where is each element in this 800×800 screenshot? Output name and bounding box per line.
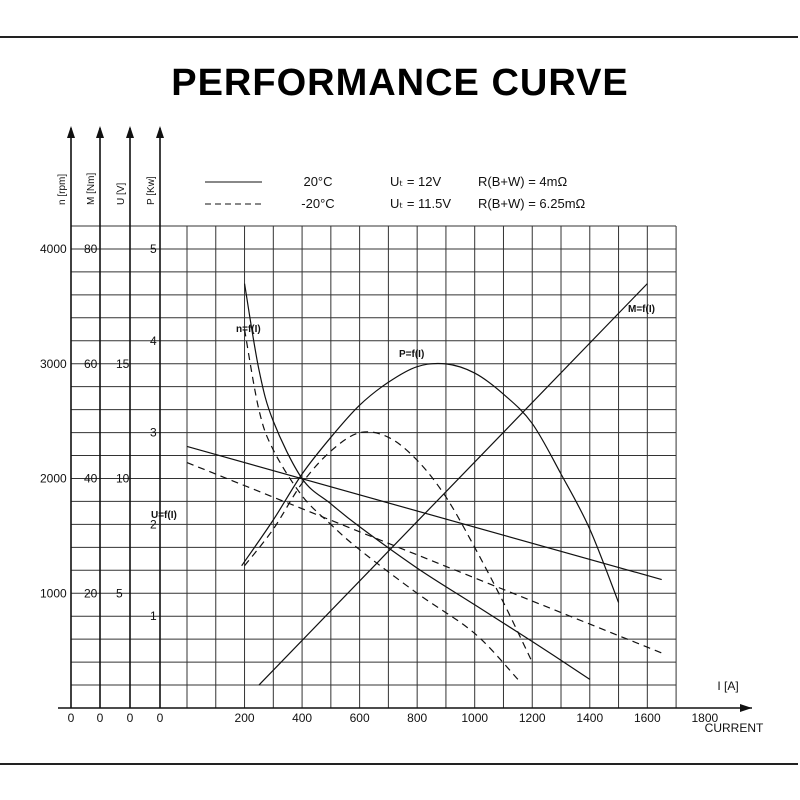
x-tick-label: 1000 xyxy=(461,711,488,725)
x-axis-arrow xyxy=(740,704,752,712)
legend-temp: 20°C xyxy=(303,174,332,189)
x-tick-label: 1200 xyxy=(519,711,546,725)
y-axis-label: n [rpm] xyxy=(57,174,68,205)
y-tick-label: 3 xyxy=(150,426,157,440)
series-line xyxy=(258,283,648,686)
series-line xyxy=(243,329,519,680)
series-line xyxy=(244,431,533,663)
y-axis-arrow xyxy=(156,126,164,138)
page-title: PERFORMANCE CURVE xyxy=(171,62,629,104)
chart-labels: n [rpm] M [Nm] U [V] P [Kw]4000300020001000… xyxy=(40,173,764,735)
y-axis-arrow xyxy=(126,126,134,138)
y-tick-label: 1 xyxy=(150,609,157,623)
y-axis-label: P [Kw] xyxy=(146,176,157,205)
x-tick-label: 200 xyxy=(235,711,255,725)
curve-annotation: M=f(I) xyxy=(628,304,655,315)
y-tick-label: 80 xyxy=(84,242,98,256)
x-tick-label: 1800 xyxy=(692,711,719,725)
x-tick-label: 0 xyxy=(68,711,75,725)
legend-temp: -20°C xyxy=(301,196,334,211)
series-line xyxy=(186,461,662,654)
y-tick-label: 5 xyxy=(116,586,123,600)
legend-voltage: Uₜ = 12V xyxy=(390,174,441,189)
y-tick-label: 3000 xyxy=(40,357,67,371)
series-line xyxy=(241,362,620,603)
y-tick-label: 15 xyxy=(116,357,130,371)
y-axis-arrow xyxy=(67,126,75,138)
y-tick-label: 1000 xyxy=(40,586,67,600)
legend-resistance: R(B+W) = 6.25mΩ xyxy=(478,196,586,211)
y-axis-label: M [Nm] xyxy=(86,173,97,205)
y-tick-label: 40 xyxy=(84,472,98,486)
curve-annotation: n=f(I) xyxy=(236,324,261,335)
x-tick-label: 400 xyxy=(292,711,312,725)
series-line xyxy=(243,283,591,680)
x-tick-label: 800 xyxy=(407,711,427,725)
x-axis-label-secondary: CURRENT xyxy=(705,721,764,735)
chart-axes xyxy=(58,126,752,712)
curve-annotation: U=f(I) xyxy=(151,510,177,521)
series-line xyxy=(186,445,662,581)
chart-curves xyxy=(186,283,662,686)
x-tick-label: 0 xyxy=(97,711,104,725)
x-tick-label: 600 xyxy=(350,711,370,725)
y-tick-label: 5 xyxy=(150,242,157,256)
legend-voltage: Uₜ = 11.5V xyxy=(390,196,451,211)
x-tick-label: 0 xyxy=(127,711,134,725)
curve-annotation: P=f(I) xyxy=(399,349,424,360)
y-tick-label: 10 xyxy=(116,472,130,486)
chart-legend: 20°C Uₜ = 12V R(B+W) = 4mΩ -20°C Uₜ = 11.5V R… xyxy=(205,174,586,211)
legend-resistance: R(B+W) = 4mΩ xyxy=(478,174,567,189)
x-tick-label: 1400 xyxy=(576,711,603,725)
y-tick-label: 60 xyxy=(84,357,98,371)
chart-frame xyxy=(0,36,798,765)
y-axis-label: U [V] xyxy=(116,183,127,205)
y-tick-label: 2 xyxy=(150,517,157,531)
y-tick-label: 4000 xyxy=(40,242,67,256)
y-tick-label: 20 xyxy=(84,586,98,600)
y-axis-arrow xyxy=(96,126,104,138)
y-tick-label: 2000 xyxy=(40,472,67,486)
x-tick-label: 0 xyxy=(157,711,164,725)
x-axis-label: I [A] xyxy=(717,679,738,693)
chart-grid xyxy=(70,225,677,709)
x-tick-label: 1600 xyxy=(634,711,661,725)
y-tick-label: 4 xyxy=(150,334,157,348)
